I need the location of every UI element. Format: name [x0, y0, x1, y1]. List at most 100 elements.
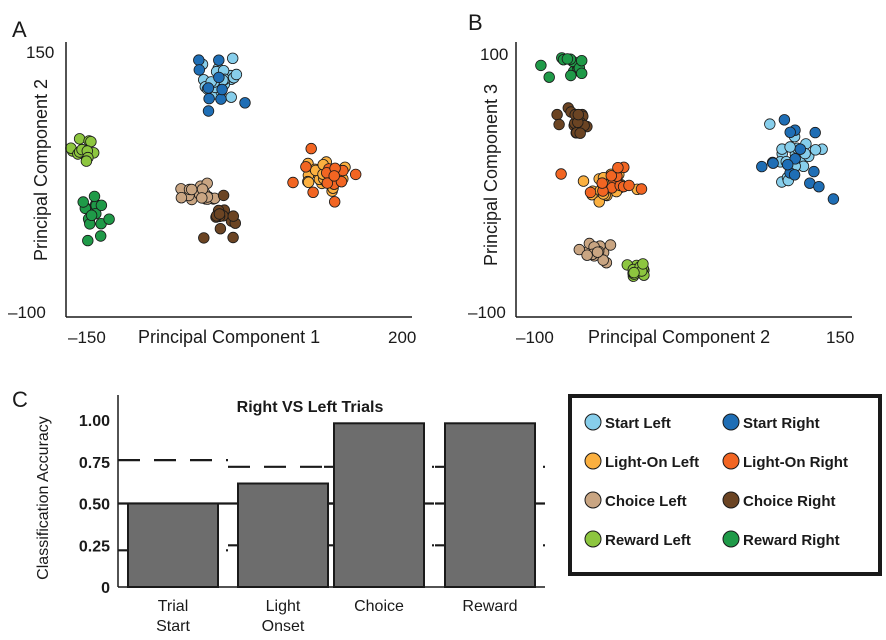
legend-label: Reward Right	[743, 532, 840, 549]
panel-c-category-label: Light	[266, 598, 301, 615]
panel-a-point	[227, 231, 239, 244]
panel-b-xtick-right: 150	[826, 328, 854, 347]
panel-c-category-label: Choice	[354, 598, 404, 615]
panel-a-ylabel: Principal Component 2	[31, 79, 51, 261]
panel-a-point	[198, 232, 210, 244]
panel-b-xlabel: Principal Component 2	[588, 327, 770, 347]
panel-c-title: Right VS Left Trials	[237, 399, 384, 416]
panel-a-point	[350, 168, 362, 181]
panel-b-point	[808, 165, 820, 178]
panel-a-point	[175, 191, 188, 204]
panel-c-bar	[237, 482, 329, 588]
panel-b-ytick-top: 100	[480, 45, 508, 64]
panel-b-point	[591, 246, 604, 258]
panel-b-point	[623, 179, 635, 192]
panel-a-point	[202, 82, 215, 94]
panel-c-bar	[444, 422, 536, 588]
panel-b-point	[794, 143, 807, 155]
panel-letter-a: A	[12, 17, 27, 42]
panel-b-point	[784, 141, 796, 153]
legend-label: Start Left	[605, 415, 671, 432]
panel-letter-c: C	[12, 387, 28, 412]
panel-a-point	[80, 155, 93, 167]
panel-c-ytick-labels: 0 0.25 0.50 0.75 1.00	[79, 413, 110, 597]
legend-label: Reward Left	[605, 532, 691, 549]
panel-c-bar	[333, 422, 425, 588]
legend-marker	[722, 530, 740, 548]
panel-c-ytick-label: 0.50	[79, 497, 110, 514]
panel-b-point	[553, 118, 565, 131]
panel-a-point	[193, 64, 206, 76]
panel-a-point	[103, 213, 115, 225]
legend-marker	[584, 530, 602, 548]
panel-b-point	[576, 55, 588, 67]
panel-b-point	[789, 153, 801, 165]
panel-a-point	[214, 222, 227, 235]
panel-b-plot: 100 –100 –100 150 Principal Component 2 …	[468, 42, 854, 347]
panel-b-point	[784, 126, 796, 139]
panel-b-point	[628, 266, 640, 279]
panel-a-point	[217, 189, 230, 202]
panel-a-point	[239, 97, 251, 109]
panel-b-point	[756, 160, 768, 173]
panel-b-point	[778, 114, 791, 126]
panel-a-xtick-left: –150	[68, 328, 106, 347]
panel-a-point	[328, 170, 340, 182]
panel-b-point	[576, 67, 588, 80]
panel-a-points	[65, 52, 362, 247]
panel-b-point	[574, 127, 586, 139]
panel-a-point	[305, 142, 317, 155]
panel-a-ytick-top: 150	[26, 43, 54, 62]
panel-a-point	[196, 192, 208, 204]
legend-label: Start Right	[743, 415, 820, 432]
panel-b-point	[573, 243, 586, 256]
panel-a-xlabel: Principal Component 1	[138, 327, 320, 347]
panel-a-point	[226, 52, 239, 65]
legend-label: Light-On Left	[605, 454, 699, 471]
legend-marker	[584, 491, 602, 509]
panel-c-category-labels: Trial Start Light Onset Choice Reward	[156, 598, 517, 635]
panel-b-point	[809, 126, 821, 139]
panel-c-bar	[127, 502, 219, 588]
panel-b-point	[788, 169, 801, 181]
panel-b-point	[604, 239, 617, 251]
panel-a-point	[215, 93, 227, 105]
panel-b-point	[581, 249, 593, 261]
panel-a-point	[202, 105, 215, 117]
legend: Start Left Start Right Light-On Left Light-…	[568, 394, 882, 576]
panel-c-ytick-label: 0.75	[79, 455, 110, 472]
panel-a-point	[73, 133, 86, 145]
panel-b-point	[782, 158, 794, 171]
panel-a-point	[230, 68, 243, 81]
panel-a-point	[85, 209, 98, 222]
panel-b-points	[535, 52, 840, 282]
panel-b-point	[605, 170, 618, 182]
panel-a-point	[287, 176, 299, 189]
panel-a-xtick-right: 200	[388, 328, 416, 347]
panel-c-category-label: Reward	[462, 598, 517, 615]
legend-marker	[584, 413, 602, 431]
panel-c-ylabel: Classification Accuracy	[35, 416, 52, 580]
panel-a-point	[321, 177, 334, 189]
panel-a-point	[213, 54, 225, 66]
panel-a-point	[77, 196, 89, 208]
panel-c-ytick-label: 0	[101, 580, 110, 597]
panel-a-point	[88, 190, 101, 203]
legend-marker	[722, 491, 740, 509]
panel-b-xtick-left: –100	[516, 328, 554, 347]
panel-a-point	[225, 91, 237, 103]
panel-b-point	[809, 144, 822, 156]
legend-marker	[722, 413, 740, 431]
panel-b-point	[612, 161, 624, 174]
panel-a-point	[94, 230, 107, 242]
panel-b-point	[637, 258, 649, 270]
legend-marker	[722, 452, 740, 470]
panel-a-point	[329, 196, 341, 208]
panel-b-point	[767, 157, 779, 169]
panel-a-point	[82, 234, 94, 247]
legend-items: Start Left Start Right Light-On Left Light-…	[584, 413, 848, 549]
panel-c-ytick-label: 1.00	[79, 413, 110, 430]
panel-c-ytick-label: 0.25	[79, 538, 110, 555]
panel-b-ytick-bottom: –100	[468, 303, 506, 322]
